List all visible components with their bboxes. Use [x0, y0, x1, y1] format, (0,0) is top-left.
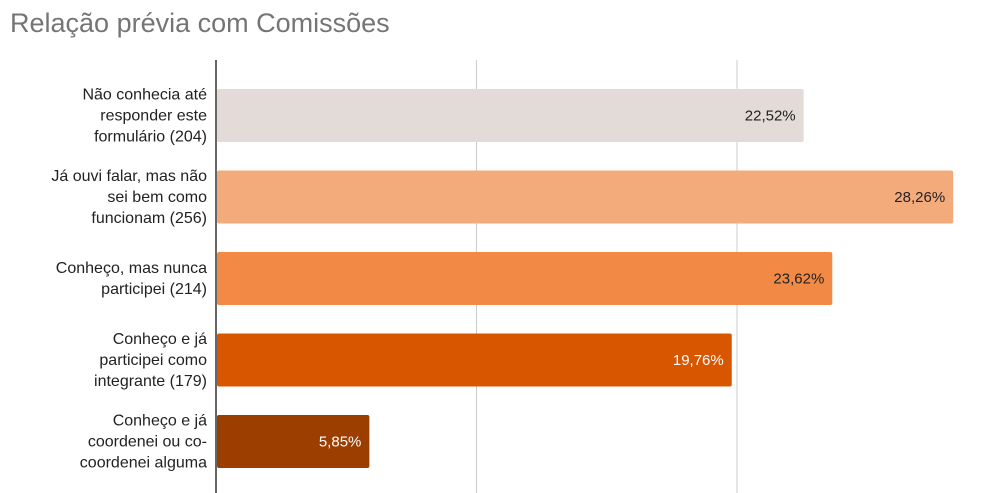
category-label: Conheço e já participei como integrante (1… — [94, 331, 207, 390]
chart-title: Relação prévia com Comissões — [10, 8, 390, 38]
bars — [217, 89, 954, 468]
bar — [217, 89, 804, 142]
bar-value-label: 23,62% — [773, 271, 824, 288]
bar-value-label: 5,85% — [319, 434, 362, 451]
category-label: Conheço, mas nunca participei (214) — [56, 260, 207, 298]
category-label: Conheço e já coordenei ou co-coordenei al… — [80, 413, 207, 472]
category-label: Já ouvi falar, mas não sei bem como funcio… — [51, 168, 207, 227]
category-label: Não conhecia até responder este formulário… — [82, 87, 207, 146]
bar — [217, 333, 732, 387]
bar — [217, 252, 833, 305]
category-labels: Não conhecia até responder este formulário… — [51, 87, 207, 472]
bar-value-label: 28,26% — [894, 189, 945, 206]
bar-value-label: 22,52% — [745, 108, 796, 125]
bar-value-label: 19,76% — [673, 352, 724, 369]
bar — [217, 415, 370, 468]
value-labels: 22,52% 28,26% 23,62% 19,76% 5,85% — [319, 108, 945, 451]
bar — [217, 170, 954, 224]
